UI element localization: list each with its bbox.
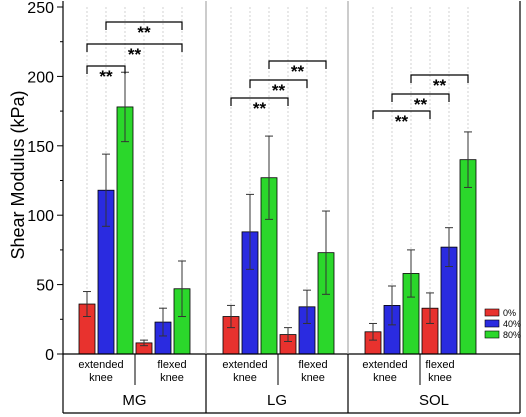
condition-label: knee <box>373 372 397 384</box>
significance-bracket <box>105 21 183 30</box>
significance-label: ** <box>137 23 151 42</box>
significance-bracket <box>372 110 431 119</box>
condition-label: extended <box>222 359 267 371</box>
significance-bracket <box>410 74 469 83</box>
y-tick-label: 0 <box>45 347 54 364</box>
legend-swatch <box>484 319 500 328</box>
condition-label: flexed <box>157 359 186 371</box>
group-label-mg: MG <box>122 392 146 409</box>
legend-label: 80% <box>503 330 521 340</box>
legend-label: 40% <box>503 319 521 329</box>
significance-label: ** <box>99 67 113 86</box>
condition-label: knee <box>428 372 452 384</box>
legend-swatch <box>484 330 500 339</box>
condition-label: knee <box>160 372 184 384</box>
significance-label: ** <box>128 45 142 64</box>
y-tick-label: 250 <box>27 0 54 17</box>
y-tick-label: 100 <box>27 208 54 225</box>
axes-layer: 0 50 100 150 200 250 <box>27 0 521 414</box>
y-tick-label: 200 <box>27 69 54 86</box>
condition-label: extended <box>78 359 123 371</box>
labels-layer: Shear Modulus (kPa) extendedkneeflexedkn… <box>8 90 455 409</box>
significance-label: ** <box>253 99 267 118</box>
legend: 0%40%80% <box>484 308 521 340</box>
condition-label: extended <box>362 359 407 371</box>
significance-layer: ** ** ** ** ** ** ** ** ** <box>86 21 469 131</box>
significance-label: ** <box>291 62 305 81</box>
significance-label: ** <box>272 81 286 100</box>
group-label-sol: SOL <box>419 392 449 409</box>
bar-sol-80pct <box>459 159 477 355</box>
legend-label: 0% <box>503 308 516 318</box>
y-tick-label: 50 <box>36 278 54 295</box>
significance-label: ** <box>395 112 409 131</box>
condition-label: knee <box>89 372 113 384</box>
significance-bracket <box>391 93 450 102</box>
bars-layer <box>78 71 477 355</box>
significance-bracket <box>249 79 308 88</box>
significance-bracket <box>268 60 327 69</box>
bar-mg-80pct <box>116 106 134 355</box>
condition-label: knee <box>233 372 257 384</box>
significance-bracket <box>86 65 126 74</box>
condition-label: flexed <box>298 359 327 371</box>
significance-bracket <box>230 97 289 106</box>
legend-swatch <box>484 308 500 317</box>
condition-label: knee <box>301 372 325 384</box>
significance-bracket <box>86 43 183 52</box>
significance-label: ** <box>414 95 428 114</box>
significance-label: ** <box>433 76 447 95</box>
group-label-lg: LG <box>267 392 287 409</box>
y-tick-label: 150 <box>27 139 54 156</box>
y-axis-label: Shear Modulus (kPa) <box>8 90 28 259</box>
condition-label: flexed <box>425 359 454 371</box>
